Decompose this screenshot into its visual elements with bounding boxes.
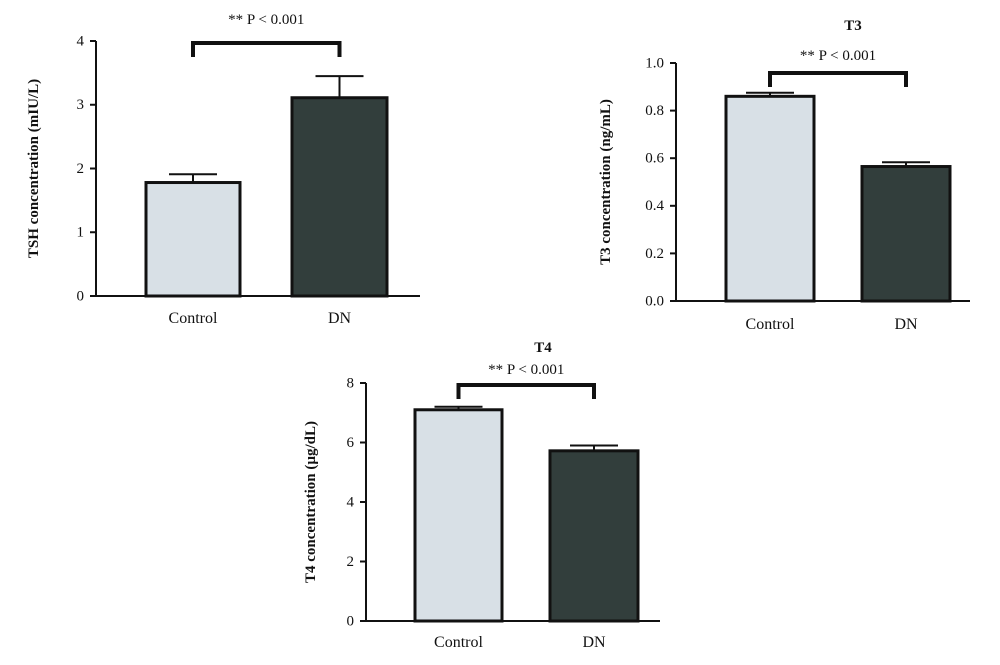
bar-control	[724, 94, 816, 303]
bar-control	[413, 408, 504, 623]
y-tick-label: 8	[347, 375, 355, 391]
y-tick-label: 2	[77, 161, 85, 177]
chart-title: T4	[534, 340, 552, 356]
y-tick-label: 0	[347, 613, 355, 629]
significance-bracket	[191, 41, 342, 57]
chart-t4: T4 0 2 4 6 8 T4 concentration (µg/dL) Control DN…	[303, 340, 660, 651]
bar-control	[144, 181, 242, 298]
y-tick-label: 6	[347, 435, 355, 451]
y-axis-label: T4 concentration (µg/dL)	[303, 421, 319, 583]
x-tick-label: DN	[328, 310, 352, 327]
chart-title: T3	[844, 18, 862, 34]
y-tick-label: 0.2	[645, 246, 664, 262]
y-axis-label: T3 concentration (ng/mL)	[598, 99, 614, 265]
significance-bracket	[456, 383, 596, 399]
x-tick-label: Control	[434, 634, 483, 651]
y-tick-label: 0.6	[645, 151, 664, 167]
y-tick-label: 4	[347, 494, 355, 510]
significance-bracket	[768, 71, 908, 87]
x-tick-label: Control	[746, 316, 795, 333]
chart-tsh: 0 1 2 3 4 TSH concentration (mIU/L) Control DN *…	[26, 12, 420, 327]
y-tick-label: 3	[77, 97, 85, 113]
bar-dn	[860, 165, 952, 303]
x-tick-label: DN	[894, 316, 918, 333]
y-tick-label: 0	[77, 288, 85, 304]
chart-t3: T3 0.0 0.2 0.4 0.6 0.8 1.0 T3 concentration (ng…	[598, 18, 970, 333]
x-tick-label: DN	[582, 634, 606, 651]
y-tick-label: 0.8	[645, 103, 664, 119]
y-tick-label: 1.0	[645, 55, 664, 71]
y-tick-label: 2	[347, 554, 355, 570]
x-tick-label: Control	[169, 310, 218, 327]
y-tick-label: 0.0	[645, 293, 664, 309]
y-axis-label: TSH concentration (mIU/L)	[26, 79, 42, 258]
bar-dn	[548, 449, 640, 623]
significance-label: ** P < 0.001	[800, 48, 876, 64]
significance-label: ** P < 0.001	[228, 12, 304, 28]
bar-dn	[290, 96, 389, 298]
y-tick-label: 1	[77, 225, 85, 241]
y-tick-label: 4	[77, 33, 85, 49]
significance-label: ** P < 0.001	[488, 362, 564, 378]
y-tick-label: 0.4	[645, 198, 664, 214]
